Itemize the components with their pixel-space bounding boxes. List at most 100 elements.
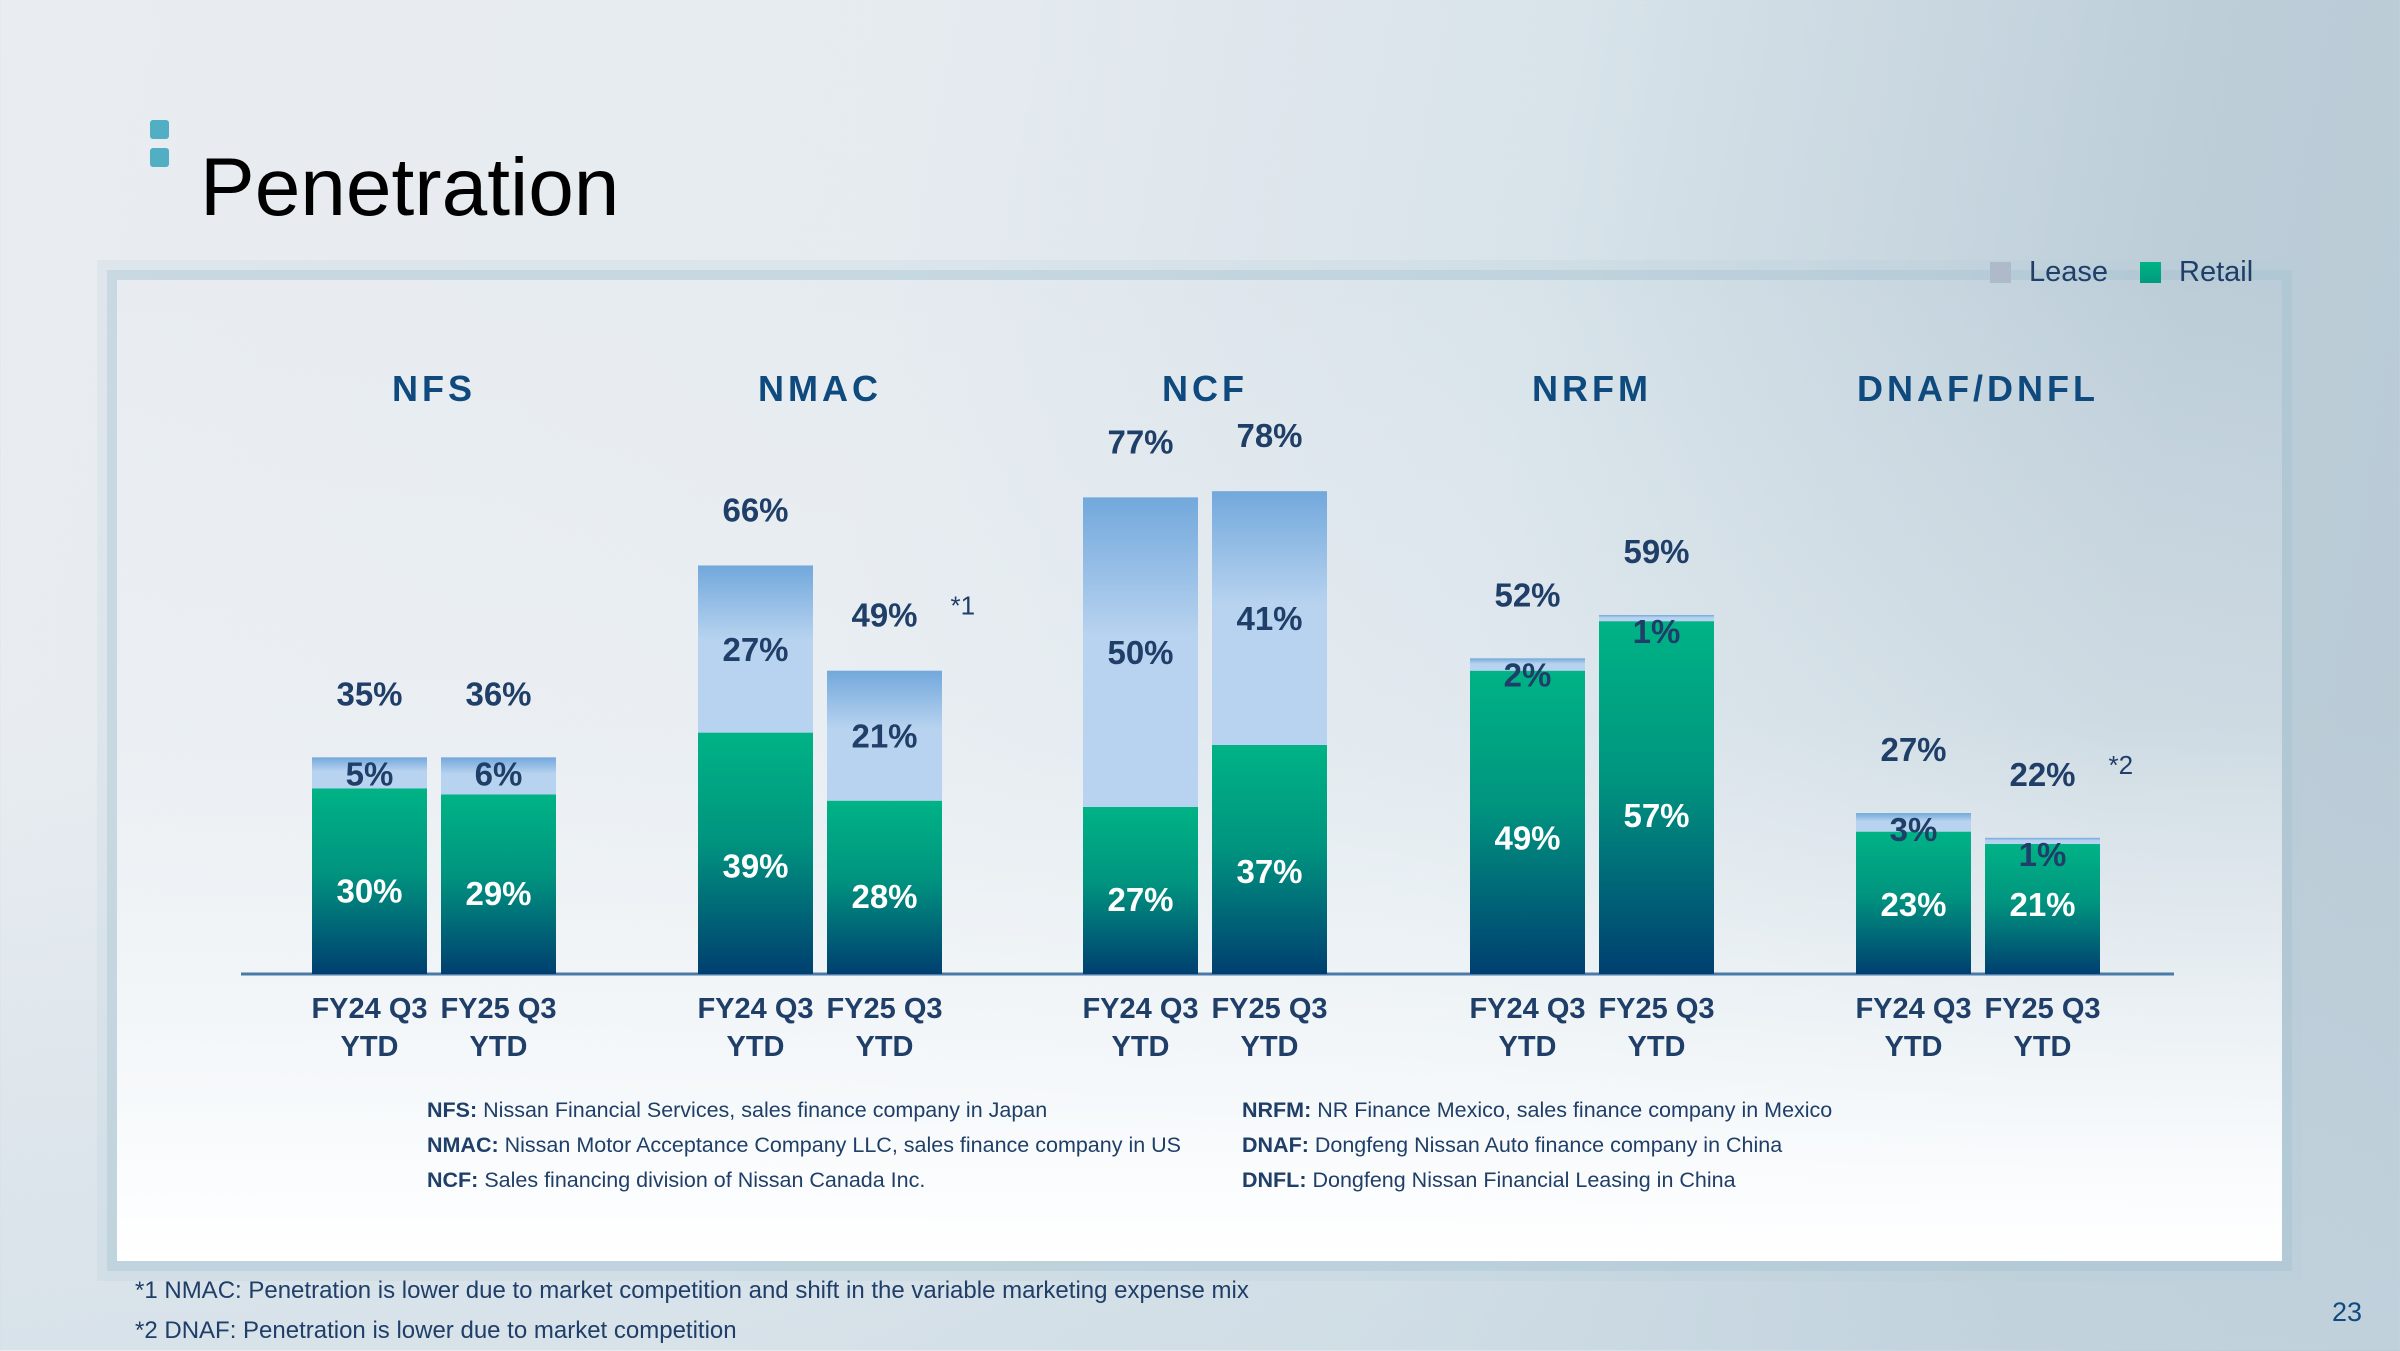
x-tick-label: FY24 Q3 YTD: [1453, 990, 1603, 1066]
x-tick-label-line: FY25 Q3: [1984, 993, 2101, 1025]
data-label-lease: 3%: [1890, 811, 1938, 848]
glossary-item: DNFL: Dongfeng Nissan Financial Leasing …: [1242, 1163, 1832, 1198]
x-tick-label: FY25 Q3 YTD: [1195, 990, 1345, 1066]
x-tick-label-line: YTD: [1884, 1031, 1943, 1063]
bar-retail: [1083, 806, 1198, 974]
glossary-item: NRFM: NR Finance Mexico, sales finance c…: [1242, 1093, 1832, 1128]
data-label-retail: 27%: [1107, 881, 1173, 918]
glossary-item: DNAF: Dongfeng Nissan Auto finance compa…: [1242, 1128, 1832, 1163]
x-tick-label-line: YTD: [1240, 1031, 1299, 1063]
glossary-abbr: DNAF:: [1242, 1133, 1309, 1157]
title-bullet-icon: [150, 148, 169, 167]
bar-lease: [1856, 813, 1971, 832]
x-tick-label-line: FY24 Q3: [1855, 993, 1972, 1025]
x-tick-label-line: YTD: [2013, 1031, 2072, 1063]
chart-legend: Lease Retail: [1990, 256, 2285, 289]
x-tick-label-line: YTD: [1111, 1031, 1170, 1063]
data-label-lease: 2%: [1504, 656, 1552, 693]
x-tick-label: FY24 Q3 YTD: [1839, 990, 1989, 1066]
data-label-retail: 28%: [851, 878, 917, 915]
glossary-item: NMAC: Nissan Motor Acceptance Company LL…: [427, 1128, 1181, 1163]
group-title: NFS: [392, 368, 476, 409]
x-tick-label: FY25 Q3 YTD: [1968, 990, 2118, 1066]
x-tick-label-line: FY25 Q3: [440, 993, 557, 1025]
data-label-retail: 30%: [336, 872, 402, 909]
bar-retail: [827, 800, 942, 974]
data-label-lease: 1%: [1633, 613, 1681, 650]
data-label-total: 27%: [1880, 731, 1946, 768]
footnote-2: *2 DNAF: Penetration is lower due to mar…: [135, 1317, 737, 1344]
group-title: DNAF/DNFL: [1857, 368, 2099, 409]
glossary-abbr: NMAC:: [427, 1133, 499, 1157]
data-label-total: 78%: [1236, 417, 1302, 454]
x-tick-label: FY25 Q3 YTD: [810, 990, 960, 1066]
page-title: Penetration: [200, 141, 620, 233]
glossary-text: Nissan Motor Acceptance Company LLC, sal…: [498, 1133, 1182, 1157]
bar-lease: [1212, 491, 1327, 745]
bar-lease: [1083, 497, 1198, 807]
glossary-left: NFS: Nissan Financial Services, sales fi…: [427, 1093, 1181, 1198]
legend-label-lease: Lease: [2029, 256, 2109, 288]
glossary-text: Dongfeng Nissan Auto finance company in …: [1308, 1133, 1783, 1157]
bar-lease: [1985, 837, 2100, 845]
data-label-lease: 6%: [475, 755, 523, 792]
bar-retail: [1212, 744, 1327, 974]
bar-retail: [1856, 831, 1971, 974]
bar-lease: [827, 670, 942, 801]
bar-lease: [441, 757, 556, 795]
data-label-total: 59%: [1623, 533, 1689, 570]
legend-item-retail: Retail: [2140, 256, 2253, 289]
legend-item-lease: Lease: [1990, 256, 2108, 289]
x-tick-label-line: FY24 Q3: [697, 993, 814, 1025]
x-tick-label-line: YTD: [1498, 1031, 1557, 1063]
group-title: NMAC: [758, 368, 882, 409]
glossary-text: Sales financing division of Nissan Canad…: [478, 1168, 926, 1192]
footnote-1: *1 NMAC: Penetration is lower due to mar…: [135, 1277, 1249, 1304]
bar-retail: [698, 732, 813, 974]
glossary-item: NCF: Sales financing division of Nissan …: [427, 1163, 1181, 1198]
bar-retail: [1985, 844, 2100, 974]
group-title: NRFM: [1532, 368, 1652, 409]
data-label-total: 35%: [336, 675, 402, 712]
bar-retail: [1470, 670, 1585, 974]
x-tick-label-line: FY25 Q3: [1598, 993, 1715, 1025]
data-label-total: 52%: [1494, 576, 1560, 613]
bar-lease: [1470, 658, 1585, 671]
glossary-abbr: DNFL:: [1242, 1168, 1307, 1192]
data-label-total: 66%: [722, 491, 788, 528]
bar-lease: [312, 757, 427, 789]
bar-retail: [312, 788, 427, 974]
x-tick-label: FY24 Q3 YTD: [681, 990, 831, 1066]
data-label-lease: 50%: [1107, 634, 1173, 671]
data-label-footnote-ref: *1: [951, 591, 976, 621]
data-label-lease: 27%: [722, 631, 788, 668]
group-title: NCF: [1162, 368, 1248, 409]
data-label-retail: 37%: [1236, 853, 1302, 890]
footnotes: *1 NMAC: Penetration is lower due to mar…: [135, 1271, 1249, 1351]
bar-lease: [1599, 614, 1714, 622]
legend-swatch-retail: [2140, 262, 2162, 283]
glossary-abbr: NFS:: [427, 1098, 478, 1122]
glossary-abbr: NRFM:: [1242, 1098, 1312, 1122]
glossary-right: NRFM: NR Finance Mexico, sales finance c…: [1242, 1093, 1832, 1198]
data-label-lease: 5%: [346, 755, 394, 792]
data-label-retail: 23%: [1880, 886, 1946, 923]
data-label-retail: 21%: [2009, 886, 2075, 923]
title-bullet-icon: [150, 120, 169, 139]
data-label-retail: 29%: [465, 875, 531, 912]
x-tick-label-line: YTD: [469, 1031, 528, 1063]
glossary-abbr: NCF:: [427, 1168, 479, 1192]
data-label-footnote-ref: *2: [2109, 750, 2134, 780]
x-tick-label: FY25 Q3 YTD: [1582, 990, 1732, 1066]
bar-retail: [1599, 621, 1714, 974]
data-label-retail: 57%: [1623, 797, 1689, 834]
x-tick-label-line: YTD: [1627, 1031, 1686, 1063]
x-tick-label-line: YTD: [340, 1031, 399, 1063]
x-tick-label-line: YTD: [726, 1031, 785, 1063]
x-tick-label: FY24 Q3 YTD: [295, 990, 445, 1066]
x-tick-label: FY25 Q3 YTD: [424, 990, 574, 1066]
glossary-text: Dongfeng Nissan Financial Leasing in Chi…: [1306, 1168, 1736, 1192]
data-label-total: 22%: [2009, 756, 2075, 793]
data-label-retail: 39%: [722, 847, 788, 884]
